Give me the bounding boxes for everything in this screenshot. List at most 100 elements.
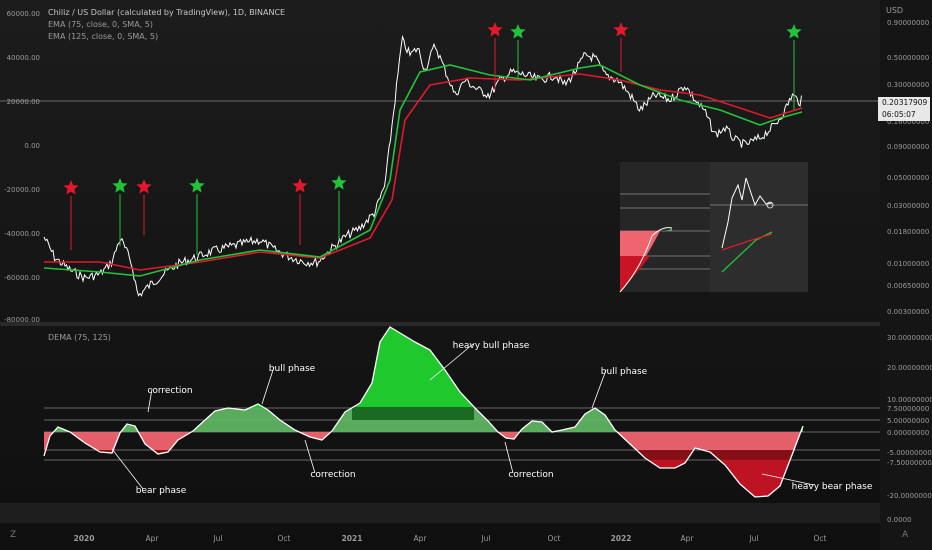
annotation-leader	[761, 473, 815, 486]
osc-axis-tick: 10.00000000	[887, 396, 932, 404]
panel-divider[interactable]	[0, 322, 880, 326]
buy-signal-star[interactable]	[331, 175, 347, 190]
annotation-label: heavy bull phase	[453, 341, 530, 351]
annotation-leader	[429, 343, 474, 381]
annotation-leader	[261, 366, 275, 405]
last-price: 0.20317909	[882, 98, 928, 107]
osc-axis-tick: 7.50000000	[887, 405, 929, 413]
annotation-label: correction	[508, 470, 553, 480]
ema125-line	[44, 73, 803, 271]
last-price-badge: 0.20317909 06:05:07	[878, 97, 930, 121]
left-axis-tick: -60000.00	[4, 274, 40, 282]
buy-signal-star[interactable]	[510, 24, 526, 39]
price-axis-tick: 0.09000000	[887, 143, 929, 151]
annotation-label: correction	[310, 470, 355, 480]
corner-right[interactable]: A	[902, 530, 909, 540]
osc-axis-tick: 20.00000000	[887, 364, 932, 372]
osc-axis-tick: 5.00000000	[887, 417, 929, 425]
time-axis-tick: Oct	[814, 534, 827, 543]
sell-signal-star[interactable]	[292, 178, 308, 193]
bear-phase-area	[44, 450, 53, 456]
sell-signal-star[interactable]	[613, 22, 629, 37]
annotation-leader	[111, 448, 144, 490]
ema75-line	[43, 64, 803, 277]
currency-label: USD	[886, 6, 904, 15]
time-axis-tick: Apr	[414, 534, 428, 543]
time-axis-tick: Apr	[146, 534, 160, 543]
time-axis-tick: Jul	[212, 534, 222, 543]
bear-phase-area	[71, 432, 120, 450]
inset-price-marker	[766, 201, 774, 209]
bull-level-band	[352, 407, 474, 420]
bear-phase-area	[618, 432, 800, 450]
bull-phase-area	[192, 420, 299, 432]
ema125-legend: EMA (125, close, 0, SMA, 5)	[48, 32, 159, 41]
indicator-legend: DEMA (75, 125)	[48, 333, 111, 342]
corner-left[interactable]: Z	[10, 530, 17, 540]
buy-signal-star[interactable]	[112, 178, 128, 193]
time-axis-tick: 2020	[74, 534, 95, 543]
annotation-leader	[591, 369, 607, 409]
bull-phase-area	[192, 404, 299, 408]
bear-phase-area	[499, 432, 519, 439]
time-axis-tick: Jul	[748, 534, 758, 543]
inset-ema125	[721, 233, 773, 251]
inset-ema75	[721, 231, 773, 273]
annotation-leader	[147, 388, 153, 413]
price-axis-tick: 0.50000000	[887, 54, 929, 62]
buy-signal-star[interactable]	[189, 178, 205, 193]
price-axis-tick: 0.01800000	[887, 228, 929, 236]
price-axis-tick: 0.30000000	[887, 81, 929, 89]
price-axis-tick: 0.00650000	[887, 282, 929, 290]
annotation-leader	[504, 441, 514, 474]
ema75-legend: EMA (75, close, 0, SMA, 5)	[48, 20, 153, 29]
time-axis-band	[0, 503, 880, 523]
bear-phase-area	[300, 432, 330, 440]
left-axis-tick: -40000.00	[4, 230, 40, 238]
left-axis-tick: 20000.00	[7, 98, 40, 106]
time-axis-tick: Apr	[681, 534, 695, 543]
bear-phase-area	[618, 460, 800, 497]
annotation-label: bear phase	[136, 486, 187, 496]
buy-signal-star[interactable]	[786, 24, 802, 39]
price-axis-tick: 0.03000000	[887, 202, 929, 210]
osc-axis-tick: 0.00000000	[887, 429, 929, 437]
inset-price-panel	[710, 162, 808, 292]
sell-signal-star[interactable]	[136, 179, 152, 194]
annotation-label: heavy bear phase	[792, 482, 873, 492]
inset-bull-area	[620, 228, 672, 231]
left-axis-tick: 40000.00	[7, 54, 40, 62]
osc-axis-tick: 0.0000	[887, 516, 912, 524]
left-axis-tick: 0.00	[24, 142, 40, 150]
bull-phase-area	[331, 327, 497, 408]
price-axis-band	[880, 0, 932, 550]
sell-signal-star[interactable]	[487, 22, 503, 37]
price-axis-tick: 0.16000000	[887, 118, 929, 126]
inset-dema-line	[619, 227, 673, 293]
dema-line	[43, 326, 804, 498]
inset-price-line	[721, 177, 773, 249]
price-axis-tick: 0.00300000	[887, 308, 929, 316]
time-axis-tick: Oct	[548, 534, 561, 543]
time-axis-tick: Jul	[480, 534, 490, 543]
price-axis-tick: 0.90000000	[887, 19, 929, 27]
annotation-label: bull phase	[601, 367, 648, 377]
bull-phase-area	[331, 420, 497, 432]
sell-signal-star[interactable]	[63, 180, 79, 195]
bear-phase-area	[618, 450, 800, 460]
time-axis-tick: 2022	[611, 534, 632, 543]
bear-phase-area	[139, 432, 191, 450]
time-axis-tick: 2021	[342, 534, 363, 543]
osc-axis-tick: -5.00000000	[887, 449, 932, 457]
osc-axis-tick: 30.00000000	[887, 334, 932, 342]
annotation-label: correction	[147, 386, 192, 396]
countdown: 06:05:07	[882, 110, 916, 119]
annotation-label: bull phase	[269, 364, 316, 374]
left-axis-tick: -20000.00	[4, 186, 40, 194]
price-axis-tick: 0.01000000	[887, 260, 929, 268]
price-axis-tick: 0.05000000	[887, 174, 929, 182]
time-axis-tick: Oct	[278, 534, 291, 543]
chart-title: Chiliz / US Dollar (calculated by Tradin…	[48, 8, 286, 17]
